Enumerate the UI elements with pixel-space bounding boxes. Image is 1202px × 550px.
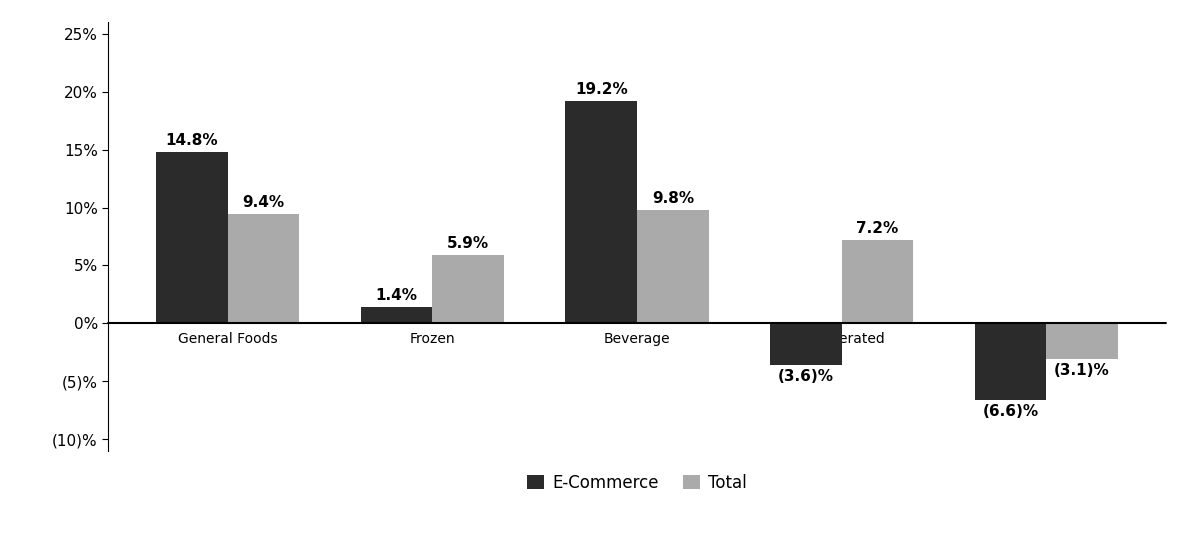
Text: 7.2%: 7.2% — [856, 221, 899, 236]
Text: (6.6)%: (6.6)% — [982, 404, 1039, 419]
Bar — [841, 240, 914, 323]
Text: (3.6)%: (3.6)% — [778, 369, 834, 384]
Bar — [361, 307, 433, 323]
Text: 9.4%: 9.4% — [243, 195, 285, 211]
Legend: E-Commerce, Total: E-Commerce, Total — [520, 467, 754, 498]
Bar — [975, 323, 1046, 400]
Text: (3.1)%: (3.1)% — [1054, 364, 1109, 378]
Bar — [770, 323, 841, 365]
Bar — [565, 101, 637, 323]
Bar — [228, 214, 299, 323]
Bar — [1046, 323, 1118, 359]
Text: 19.2%: 19.2% — [575, 82, 627, 97]
Bar — [637, 210, 709, 323]
Bar — [433, 255, 504, 323]
Text: 5.9%: 5.9% — [447, 236, 489, 251]
Text: 9.8%: 9.8% — [651, 191, 694, 206]
Bar — [156, 152, 228, 323]
Text: 14.8%: 14.8% — [166, 133, 219, 148]
Text: 1.4%: 1.4% — [376, 288, 417, 303]
